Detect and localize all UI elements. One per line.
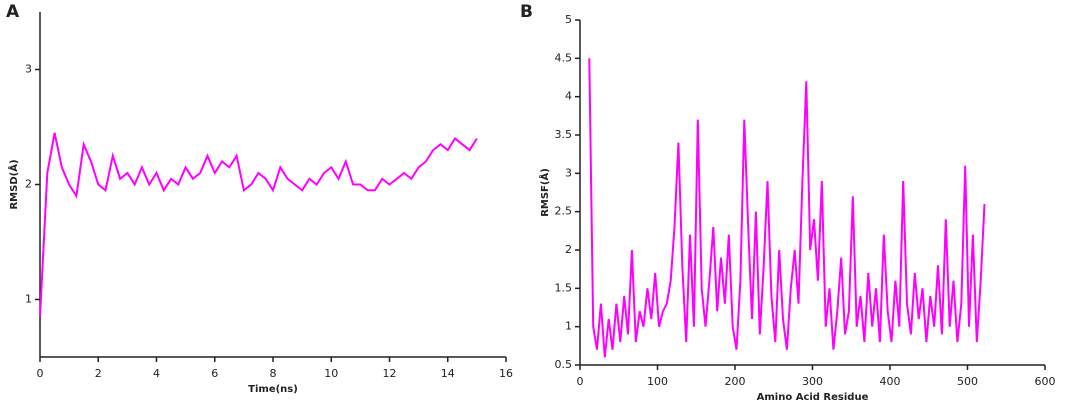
y-tick-label: 3.5: [555, 128, 573, 141]
y-axis-label: RMSD(Å): [7, 159, 20, 209]
x-tick-label: 10: [324, 367, 338, 380]
y-axis-label: RMSF(Å): [538, 168, 551, 217]
x-tick-label: 200: [725, 375, 746, 388]
x-axis-label: Time(ns): [248, 384, 298, 395]
panel-label: B: [520, 2, 533, 22]
data-line: [588, 58, 986, 358]
y-tick-label: 5: [565, 13, 572, 26]
x-tick-label: 0: [577, 375, 584, 388]
y-tick-label: 1: [25, 293, 32, 306]
x-tick-label: 6: [211, 367, 218, 380]
x-axis-label: Amino Acid Residue: [757, 392, 869, 403]
y-tick-label: 2.5: [555, 205, 573, 218]
x-tick-label: 14: [441, 367, 455, 380]
y-tick-label: 0.5: [555, 358, 573, 371]
y-tick-label: 4: [565, 90, 572, 103]
panel-label: A: [6, 2, 20, 22]
x-tick-label: 8: [270, 367, 277, 380]
x-tick-label: 0: [37, 367, 44, 380]
x-tick-label: 400: [880, 375, 901, 388]
x-tick-label: 16: [499, 367, 513, 380]
x-tick-label: 600: [1035, 375, 1056, 388]
y-tick-label: 1.5: [555, 281, 573, 294]
y-tick-label: 1: [565, 320, 572, 333]
x-tick-label: 300: [802, 375, 823, 388]
y-tick-label: 4.5: [555, 51, 573, 64]
y-tick-label: 2: [565, 243, 572, 256]
y-tick-label: 2: [25, 178, 32, 191]
y-tick-label: 3: [565, 166, 572, 179]
x-tick-label: 500: [957, 375, 978, 388]
data-line: [39, 132, 478, 317]
y-tick-label: 3: [25, 63, 32, 76]
x-tick-label: 12: [383, 367, 397, 380]
x-tick-label: 2: [95, 367, 102, 380]
x-tick-label: 4: [153, 367, 160, 380]
x-tick-label: 100: [647, 375, 668, 388]
